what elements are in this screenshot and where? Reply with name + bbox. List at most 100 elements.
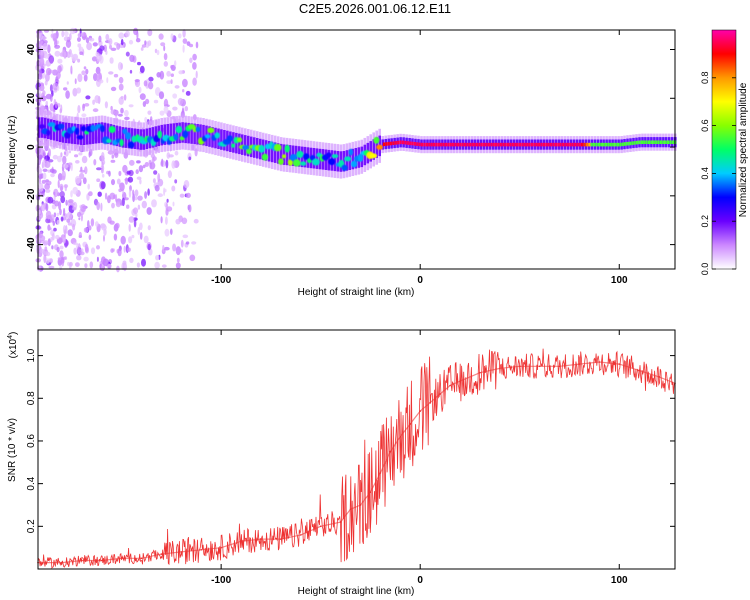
spectrogram-noise-blob	[103, 234, 105, 242]
spectrogram-noise-blob	[191, 241, 197, 245]
spectrogram-noise-blob	[131, 234, 135, 239]
spectrogram-ytick-label: -20	[26, 188, 37, 203]
spectrogram-noise-blob	[47, 44, 51, 54]
spectrogram-noise-blob	[182, 29, 186, 38]
snr-data-point	[180, 551, 183, 553]
spectrogram-noise-blob	[60, 216, 64, 222]
spectrogram-noise-blob	[172, 243, 177, 252]
colorbar-tick-label: 0.4	[700, 167, 710, 180]
snr-data-point	[658, 376, 660, 378]
spectrogram-noise-blob	[45, 258, 50, 264]
spectrogram-noise-blob	[48, 265, 55, 269]
spectrogram-band-cell	[668, 137, 671, 148]
spectrogram-noise-blob	[147, 225, 151, 231]
spectrogram-ridge-blob	[175, 125, 183, 134]
spectrogram-noise-blob	[51, 245, 54, 250]
spectrogram-noise-blob	[66, 218, 71, 223]
spectrogram-ridge-cell	[437, 142, 440, 147]
spectrogram-noise-blob	[188, 43, 194, 48]
spectrogram-noise-blob	[182, 44, 185, 53]
spectrogram-ridge-blob	[312, 158, 320, 166]
spectrogram-ridge-cell	[578, 142, 581, 147]
spectrogram-ridge-cell	[483, 142, 486, 147]
spectrogram-band-cell	[103, 122, 107, 144]
spectrogram-ridge-cell	[604, 142, 608, 147]
spectrogram-noise-blob	[147, 110, 152, 115]
spectrogram-noise-blob	[174, 179, 178, 184]
spectrogram-ridge-cell	[473, 142, 476, 147]
spectrogram-noise-blob	[56, 71, 61, 80]
spectrogram-noise-blob	[118, 83, 124, 91]
spectrogram-noise-blob	[147, 40, 152, 47]
spectrogram-ridge-blob	[80, 125, 86, 132]
spectrogram-noise-blob	[132, 207, 139, 214]
spectrogram-noise-blob	[89, 261, 94, 269]
spectrogram-noise-blob	[137, 195, 143, 201]
spectrogram-ridge-blob	[90, 124, 96, 132]
spectrogram-ytick-label: -40	[26, 237, 37, 252]
spectrogram-ridge-cell	[583, 142, 586, 147]
spectrogram-noise-blob	[153, 170, 158, 175]
spectrogram-band-cell	[476, 139, 480, 150]
spectrogram-ridge-cell	[667, 140, 670, 144]
spectrogram-noise-blob	[85, 37, 90, 44]
spectrogram-ridge-cell	[607, 142, 610, 147]
spectrogram-noise-blob	[95, 221, 99, 227]
spectrogram-noise-blob	[66, 81, 69, 85]
spectrogram-noise-blob	[78, 182, 82, 187]
colorbar-tick-label: 0.6	[700, 119, 710, 132]
spectrogram-noise-blob	[135, 38, 141, 43]
spectrogram-ridge-cell	[442, 142, 445, 147]
spectrogram-ridge-cell	[550, 142, 553, 147]
spectrogram-noise-blob	[103, 44, 107, 52]
spectrogram-xtick-label: 0	[417, 275, 423, 286]
spectrogram-noise-blob	[151, 157, 155, 164]
spectrogram-noise-blob	[70, 65, 73, 74]
spectrogram-ridge-cell	[487, 142, 491, 147]
spectrogram-ridge-blob	[207, 127, 215, 134]
spectrogram-noise-blob	[110, 109, 116, 115]
spectrogram-ridge-cell	[492, 142, 495, 147]
snr-data-point	[518, 365, 521, 368]
snr-data-point	[369, 491, 372, 494]
spectrogram-ridge-cell	[430, 142, 433, 147]
spectrogram-noise-blob	[193, 218, 199, 224]
spectrogram-noise-blob	[116, 178, 121, 185]
spectrogram-noise-blob	[142, 164, 146, 169]
spectrogram-noise-blob	[50, 173, 55, 178]
spectrogram-noise-blob	[99, 45, 105, 51]
spectrogram-noise-blob	[88, 191, 93, 197]
spectrogram-noise-blob	[77, 37, 81, 42]
spectrogram-noise-blob	[53, 227, 57, 232]
spectrogram-band-cell	[94, 123, 98, 144]
spectrogram-noise-blob	[74, 154, 79, 158]
spectrogram-noise-blob	[36, 89, 42, 98]
spectrogram-ridge-cell	[547, 142, 550, 147]
colorbar-label: Normalized spectral amplitude	[738, 82, 749, 217]
spectrogram-noise-blob	[184, 106, 189, 112]
spectrogram-ridge-cell	[614, 142, 617, 147]
spectrogram-band-cell	[632, 137, 635, 149]
spectrogram-ridge-cell	[597, 142, 600, 147]
spectrogram-ridge-cell	[507, 142, 510, 147]
spectrogram-noise-blob	[139, 232, 143, 240]
spectrogram-noise-blob	[41, 95, 47, 102]
spectrogram-ridge-cell	[588, 142, 591, 147]
snr-data-point	[359, 504, 362, 506]
spectrogram-noise-blob	[42, 172, 47, 180]
spectrogram-ridge-cell	[509, 142, 512, 147]
spectrogram-noise-blob	[80, 204, 87, 213]
spectrogram-ridge-cell	[421, 142, 424, 147]
spectrogram-band-cell	[100, 122, 104, 143]
spectrogram-band-cell	[73, 123, 77, 145]
spectrogram-noise-blob	[108, 71, 114, 75]
spectrogram-noise-blob	[93, 159, 97, 166]
spectrogram-noise-blob	[118, 182, 125, 189]
spectrogram-band-cell	[524, 139, 528, 150]
spectrogram-ridge-blob	[261, 153, 268, 161]
spectrogram-ridge-cell	[638, 140, 641, 145]
spectrogram-noise-blob	[87, 183, 90, 190]
snr-xtick-label: 100	[611, 575, 628, 586]
spectrogram-noise-blob	[143, 235, 149, 244]
spectrogram-ridge-cell	[593, 142, 596, 147]
